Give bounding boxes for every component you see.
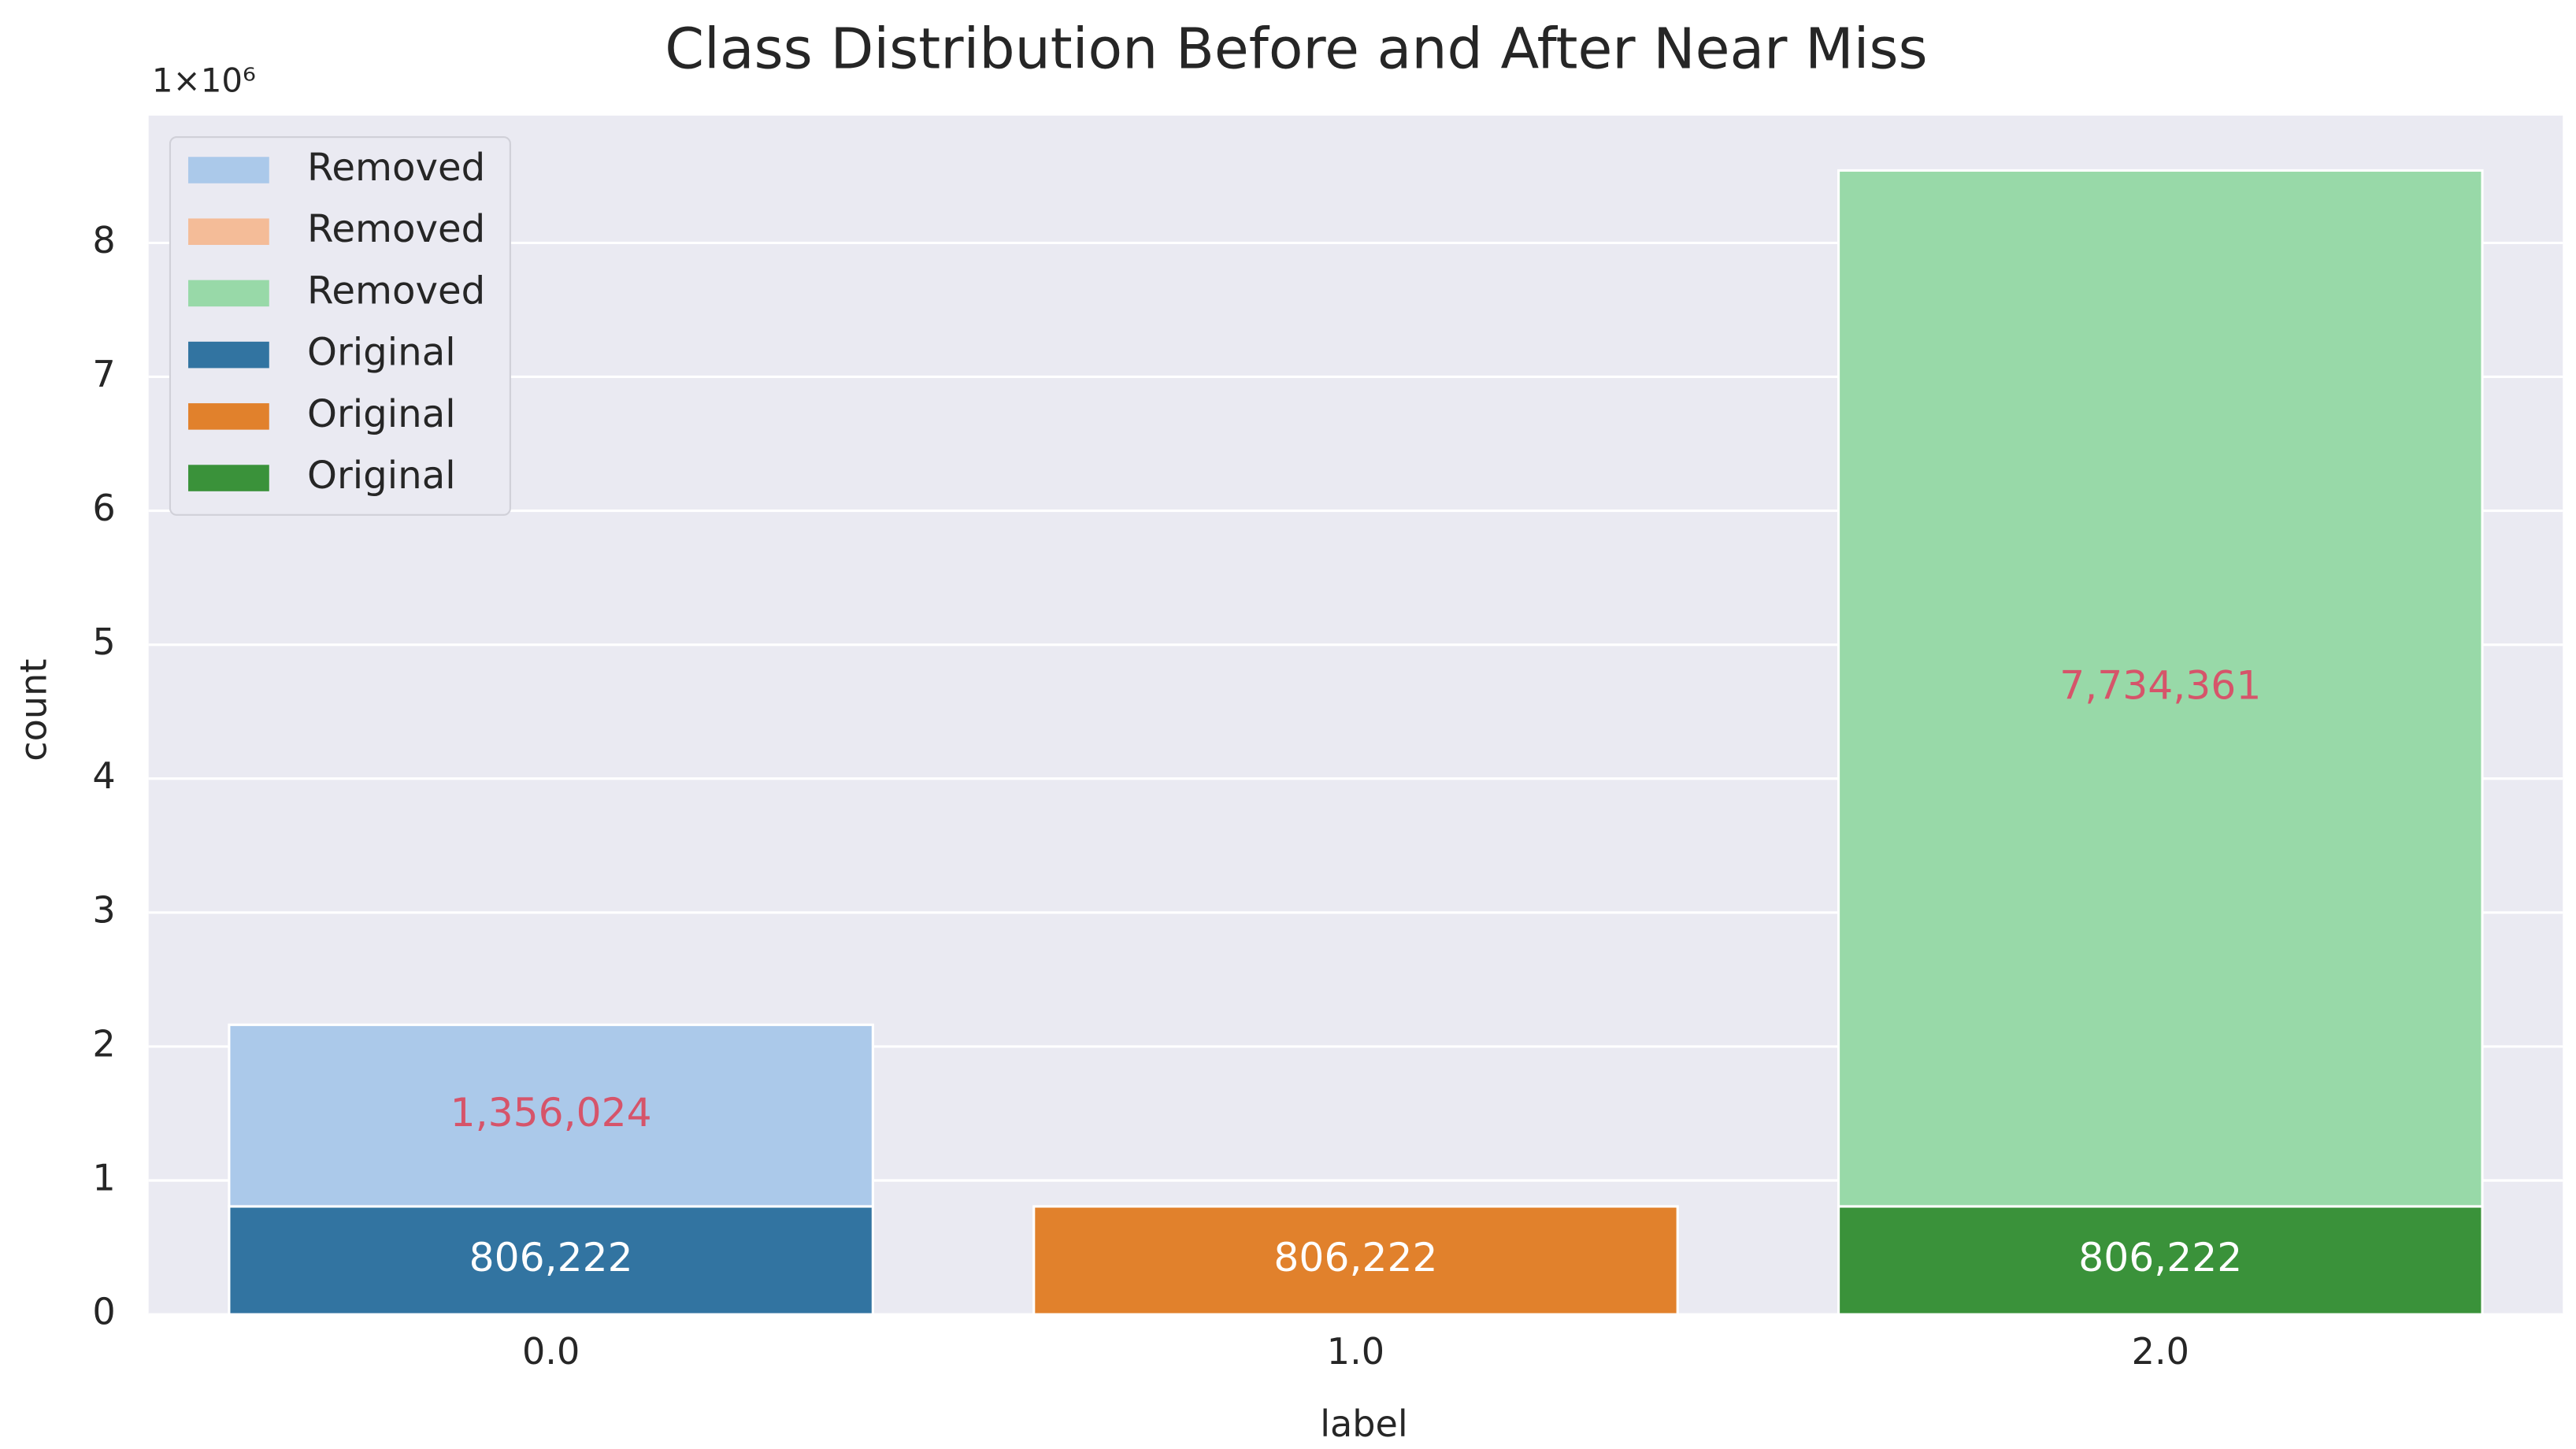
legend-swatch [188, 341, 269, 369]
x-tick-label: 0.0 [522, 1330, 580, 1373]
y-tick-label: 4 [92, 754, 115, 797]
legend-label: Removed [307, 146, 485, 190]
y-tick-label: 0 [92, 1291, 115, 1333]
bar-segment [1032, 1205, 1679, 1316]
x-axis-label: label [1320, 1403, 1408, 1445]
y-axis-label: count [13, 659, 55, 762]
legend-label: Original [307, 331, 456, 375]
bar-segment [228, 1023, 874, 1208]
bar-segment [228, 1205, 874, 1316]
value-label: 1,356,024 [450, 1089, 652, 1136]
y-tick-label: 5 [92, 621, 115, 663]
x-tick-label: 1.0 [1327, 1330, 1384, 1373]
legend-label: Removed [307, 207, 485, 251]
y-offset-label: 1×10⁶ [152, 61, 256, 99]
y-tick-label: 7 [92, 353, 115, 395]
legend-swatch [188, 465, 269, 491]
y-tick-label: 2 [92, 1022, 115, 1065]
legend-label: Removed [307, 269, 485, 313]
x-tick-label: 2.0 [2132, 1330, 2189, 1373]
y-tick-label: 3 [92, 888, 115, 931]
value-label: 806,222 [1273, 1234, 1437, 1280]
legend-swatch [188, 157, 269, 183]
y-tick-label: 6 [92, 487, 115, 529]
chart-title: Class Distribution Before and After Near… [665, 17, 1927, 82]
legend-swatch [188, 280, 269, 307]
legend-label: Original [307, 392, 456, 436]
value-label: 806,222 [469, 1234, 633, 1280]
value-label: 7,734,361 [2059, 662, 2261, 709]
legend-label: Original [307, 454, 456, 498]
y-tick-label: 1 [92, 1156, 115, 1199]
bar-segment [1837, 169, 2484, 1208]
legend-swatch [188, 403, 269, 430]
legend-swatch [188, 218, 269, 245]
value-label: 806,222 [2078, 1234, 2242, 1280]
y-tick-label: 8 [92, 219, 115, 261]
